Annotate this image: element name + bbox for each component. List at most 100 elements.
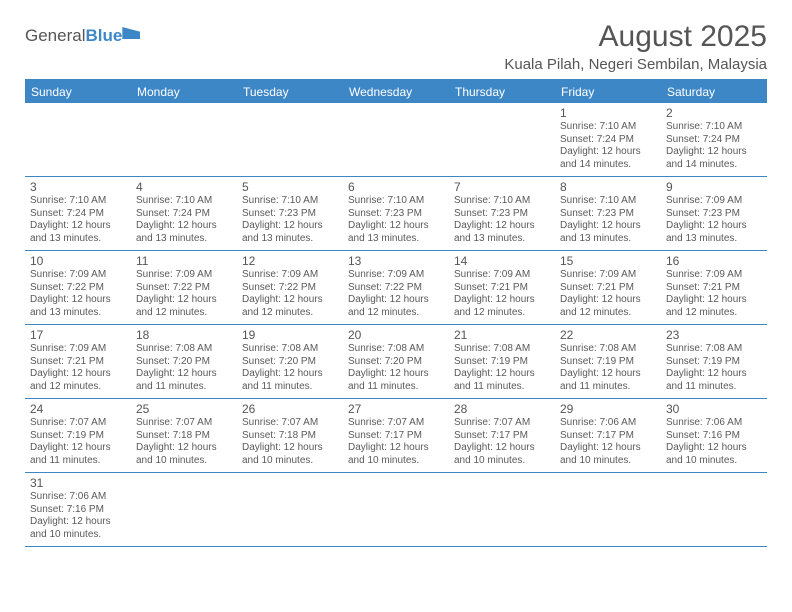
day-cell: 9Sunrise: 7:09 AMSunset: 7:23 PMDaylight… <box>661 177 767 250</box>
day-info: Sunrise: 7:10 AMSunset: 7:24 PMDaylight:… <box>666 121 762 171</box>
day-info: Sunrise: 7:09 AMSunset: 7:22 PMDaylight:… <box>30 269 126 319</box>
month-title: August 2025 <box>504 20 767 54</box>
day-number: 5 <box>242 180 338 194</box>
day-cell: 14Sunrise: 7:09 AMSunset: 7:21 PMDayligh… <box>449 251 555 324</box>
logo-text: GeneralBlue <box>25 26 122 46</box>
day-cell <box>661 473 767 546</box>
day-number: 17 <box>30 328 126 342</box>
day-number: 24 <box>30 402 126 416</box>
day-header-cell: Wednesday <box>343 81 449 103</box>
day-cell: 18Sunrise: 7:08 AMSunset: 7:20 PMDayligh… <box>131 325 237 398</box>
day-cell <box>555 473 661 546</box>
day-number: 4 <box>136 180 232 194</box>
day-cell: 20Sunrise: 7:08 AMSunset: 7:20 PMDayligh… <box>343 325 449 398</box>
day-cell <box>25 103 131 176</box>
day-cell: 30Sunrise: 7:06 AMSunset: 7:16 PMDayligh… <box>661 399 767 472</box>
week-row: 1Sunrise: 7:10 AMSunset: 7:24 PMDaylight… <box>25 103 767 177</box>
day-cell: 13Sunrise: 7:09 AMSunset: 7:22 PMDayligh… <box>343 251 449 324</box>
day-cell: 31Sunrise: 7:06 AMSunset: 7:16 PMDayligh… <box>25 473 131 546</box>
day-info: Sunrise: 7:09 AMSunset: 7:22 PMDaylight:… <box>242 269 338 319</box>
day-number: 30 <box>666 402 762 416</box>
day-cell: 26Sunrise: 7:07 AMSunset: 7:18 PMDayligh… <box>237 399 343 472</box>
day-number: 2 <box>666 106 762 120</box>
day-cell: 27Sunrise: 7:07 AMSunset: 7:17 PMDayligh… <box>343 399 449 472</box>
day-number: 21 <box>454 328 550 342</box>
day-cell: 5Sunrise: 7:10 AMSunset: 7:23 PMDaylight… <box>237 177 343 250</box>
week-row: 10Sunrise: 7:09 AMSunset: 7:22 PMDayligh… <box>25 251 767 325</box>
day-cell: 22Sunrise: 7:08 AMSunset: 7:19 PMDayligh… <box>555 325 661 398</box>
day-header-cell: Friday <box>555 81 661 103</box>
day-cell: 7Sunrise: 7:10 AMSunset: 7:23 PMDaylight… <box>449 177 555 250</box>
week-row: 31Sunrise: 7:06 AMSunset: 7:16 PMDayligh… <box>25 473 767 547</box>
logo: GeneralBlue <box>25 26 140 46</box>
day-info: Sunrise: 7:07 AMSunset: 7:17 PMDaylight:… <box>348 417 444 467</box>
day-number: 15 <box>560 254 656 268</box>
day-cell: 28Sunrise: 7:07 AMSunset: 7:17 PMDayligh… <box>449 399 555 472</box>
day-number: 9 <box>666 180 762 194</box>
day-cell: 10Sunrise: 7:09 AMSunset: 7:22 PMDayligh… <box>25 251 131 324</box>
day-cell: 8Sunrise: 7:10 AMSunset: 7:23 PMDaylight… <box>555 177 661 250</box>
logo-flag-icon <box>122 27 140 39</box>
day-info: Sunrise: 7:09 AMSunset: 7:21 PMDaylight:… <box>666 269 762 319</box>
day-number: 26 <box>242 402 338 416</box>
day-info: Sunrise: 7:10 AMSunset: 7:23 PMDaylight:… <box>454 195 550 245</box>
day-number: 19 <box>242 328 338 342</box>
day-info: Sunrise: 7:10 AMSunset: 7:23 PMDaylight:… <box>560 195 656 245</box>
calendar: SundayMondayTuesdayWednesdayThursdayFrid… <box>25 79 767 547</box>
week-row: 3 Sunrise: 7:10 AMSunset: 7:24 PMDaylight… <box>25 177 767 251</box>
day-cell: 16Sunrise: 7:09 AMSunset: 7:21 PMDayligh… <box>661 251 767 324</box>
week-row: 17Sunrise: 7:09 AMSunset: 7:21 PMDayligh… <box>25 325 767 399</box>
day-cell <box>237 103 343 176</box>
day-info: Sunrise: 7:09 AMSunset: 7:22 PMDaylight:… <box>136 269 232 319</box>
day-number: 31 <box>30 476 126 490</box>
logo-text-1: General <box>25 26 85 45</box>
day-cell <box>343 103 449 176</box>
day-number: 28 <box>454 402 550 416</box>
day-info: Sunrise: 7:06 AMSunset: 7:16 PMDaylight:… <box>30 491 126 541</box>
day-number: 18 <box>136 328 232 342</box>
day-info: Sunrise: 7:09 AMSunset: 7:21 PMDaylight:… <box>560 269 656 319</box>
day-number: 14 <box>454 254 550 268</box>
day-info: Sunrise: 7:08 AMSunset: 7:20 PMDaylight:… <box>136 343 232 393</box>
day-number: 20 <box>348 328 444 342</box>
day-header-cell: Sunday <box>25 81 131 103</box>
title-block: August 2025 Kuala Pilah, Negeri Sembilan… <box>504 20 767 73</box>
day-number: 3 <box>30 180 126 194</box>
day-info: Sunrise: 7:09 AMSunset: 7:23 PMDaylight:… <box>666 195 762 245</box>
day-cell: 19Sunrise: 7:08 AMSunset: 7:20 PMDayligh… <box>237 325 343 398</box>
day-cell: 12Sunrise: 7:09 AMSunset: 7:22 PMDayligh… <box>237 251 343 324</box>
day-info: Sunrise: 7:10 AMSunset: 7:23 PMDaylight:… <box>242 195 338 245</box>
day-info: Sunrise: 7:10 AMSunset: 7:24 PMDaylight:… <box>136 195 232 245</box>
day-number: 25 <box>136 402 232 416</box>
day-info: Sunrise: 7:10 AMSunset: 7:24 PMDaylight:… <box>560 121 656 171</box>
day-cell <box>343 473 449 546</box>
day-number: 16 <box>666 254 762 268</box>
day-cell: 17Sunrise: 7:09 AMSunset: 7:21 PMDayligh… <box>25 325 131 398</box>
day-info: Sunrise: 7:08 AMSunset: 7:20 PMDaylight:… <box>348 343 444 393</box>
day-number: 29 <box>560 402 656 416</box>
day-info: Sunrise: 7:06 AMSunset: 7:17 PMDaylight:… <box>560 417 656 467</box>
day-number: 22 <box>560 328 656 342</box>
day-cell: 3Sunrise: 7:10 AMSunset: 7:24 PMDaylight… <box>25 177 131 250</box>
day-number: 1 <box>560 106 656 120</box>
week-row: 24Sunrise: 7:07 AMSunset: 7:19 PMDayligh… <box>25 399 767 473</box>
day-number: 13 <box>348 254 444 268</box>
day-info: Sunrise: 7:07 AMSunset: 7:18 PMDaylight:… <box>136 417 232 467</box>
day-cell: 11Sunrise: 7:09 AMSunset: 7:22 PMDayligh… <box>131 251 237 324</box>
day-info: Sunrise: 7:07 AMSunset: 7:19 PMDaylight:… <box>30 417 126 467</box>
day-cell <box>131 473 237 546</box>
day-number: 23 <box>666 328 762 342</box>
day-cell <box>237 473 343 546</box>
day-header-cell: Thursday <box>449 81 555 103</box>
day-cell <box>449 473 555 546</box>
day-number: 12 <box>242 254 338 268</box>
day-info: Sunrise: 7:09 AMSunset: 7:21 PMDaylight:… <box>30 343 126 393</box>
day-header-cell: Monday <box>131 81 237 103</box>
day-cell: 25Sunrise: 7:07 AMSunset: 7:18 PMDayligh… <box>131 399 237 472</box>
logo-text-2: Blue <box>85 26 122 45</box>
day-info: Sunrise: 7:06 AMSunset: 7:16 PMDaylight:… <box>666 417 762 467</box>
day-number: 11 <box>136 254 232 268</box>
day-number: 8 <box>560 180 656 194</box>
day-info: Sunrise: 7:09 AMSunset: 7:21 PMDaylight:… <box>454 269 550 319</box>
day-cell: 1Sunrise: 7:10 AMSunset: 7:24 PMDaylight… <box>555 103 661 176</box>
